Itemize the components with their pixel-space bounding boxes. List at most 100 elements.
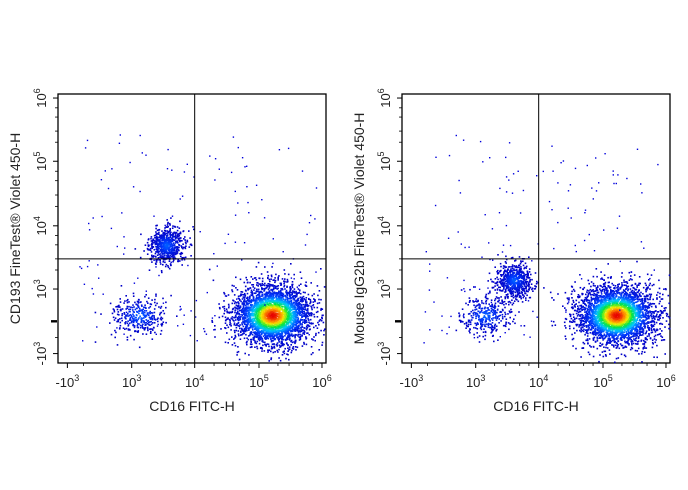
left-event-dot xyxy=(272,295,275,298)
left-event-dot xyxy=(183,238,185,240)
left-event-dot xyxy=(291,347,294,349)
left-event-dot xyxy=(270,304,272,307)
left-event-dot xyxy=(183,258,186,261)
left-event-dot xyxy=(175,246,177,248)
left-event-dot xyxy=(263,314,265,316)
left-event-dot xyxy=(164,230,167,232)
left-event-dot xyxy=(309,314,311,317)
left-event-dot xyxy=(111,168,113,170)
left-event-dot xyxy=(293,299,296,301)
left-event-dot xyxy=(251,304,254,306)
right-event-dot xyxy=(523,283,525,286)
left-event-dot xyxy=(231,302,234,305)
left-event-dot xyxy=(155,295,157,297)
right-event-dot xyxy=(512,269,514,272)
left-event-dot xyxy=(287,338,289,340)
left-event-dot xyxy=(170,294,172,297)
left-event-dot xyxy=(256,333,258,335)
left-event-dot xyxy=(271,317,273,319)
right-event-dot xyxy=(508,283,511,285)
left-event-dot xyxy=(153,242,155,244)
left-event-dot xyxy=(166,237,169,240)
left-event-dot xyxy=(289,290,291,293)
left-event-dot xyxy=(295,311,297,313)
right-event-dot xyxy=(500,269,502,272)
left-event-dot xyxy=(181,257,184,259)
left-event-dot xyxy=(269,294,271,297)
left-event-dot xyxy=(171,169,173,171)
left-event-dot xyxy=(242,330,244,332)
left-event-dot xyxy=(276,336,278,338)
left-event-dot xyxy=(272,351,275,354)
left-event-dot xyxy=(162,232,165,235)
left-event-dot xyxy=(149,247,152,250)
left-event-dot xyxy=(163,240,166,242)
left-event-dot xyxy=(266,321,269,324)
left-event-dot xyxy=(249,304,252,307)
left-event-dot xyxy=(303,298,306,301)
left-event-dot xyxy=(128,314,131,317)
left-event-dot xyxy=(261,287,263,290)
right-event-dot xyxy=(525,282,528,284)
left-event-dot xyxy=(273,319,275,322)
left-event-dot xyxy=(165,321,167,324)
left-event-dot xyxy=(317,321,319,324)
left-event-dot xyxy=(252,319,255,321)
left-event-dot xyxy=(281,294,283,297)
left-event-dot xyxy=(262,344,264,347)
left-event-dot xyxy=(287,347,289,349)
left-event-dot xyxy=(275,308,277,311)
left-event-dot xyxy=(185,242,187,245)
left-event-dot xyxy=(294,346,297,348)
left-event-dot xyxy=(306,321,308,324)
left-event-dot xyxy=(261,339,264,342)
left-event-dot xyxy=(237,330,240,332)
left-event-dot xyxy=(278,339,280,342)
left-event-dot xyxy=(288,358,290,361)
left-event-dot xyxy=(295,302,298,305)
left-event-dot xyxy=(153,311,156,314)
left-event-dot xyxy=(259,311,262,314)
left-event-dot xyxy=(261,316,263,318)
left-event-dot xyxy=(299,321,301,324)
right-event-dot xyxy=(522,281,525,283)
left-event-dot xyxy=(322,314,324,317)
left-event-dot xyxy=(253,325,256,328)
left-event-dot xyxy=(296,327,298,329)
left-event-dot xyxy=(254,332,256,335)
left-event-dot xyxy=(167,265,169,267)
left-event-dot xyxy=(268,319,271,322)
left-event-dot xyxy=(273,287,275,289)
left-event-dot xyxy=(272,285,275,287)
left-event-dot xyxy=(249,321,251,324)
left-event-dot xyxy=(318,320,321,322)
right-event-dot xyxy=(517,287,519,289)
left-event-dot xyxy=(301,326,303,328)
left-event-dot xyxy=(170,251,172,253)
left-event-dot xyxy=(271,315,274,318)
left-event-dot xyxy=(147,319,150,322)
left-event-dot xyxy=(247,304,249,306)
left-event-dot xyxy=(148,249,150,251)
left-event-dot xyxy=(137,277,139,279)
left-event-dot xyxy=(139,315,141,318)
left-event-dot xyxy=(306,303,309,306)
left-event-dot xyxy=(281,278,284,280)
right-event-dot xyxy=(514,259,517,262)
left-event-dot xyxy=(270,302,272,305)
right-event-dot xyxy=(504,261,507,263)
left-event-dot xyxy=(171,237,173,240)
left-event-dot xyxy=(239,327,241,330)
left-event-dot xyxy=(151,312,154,314)
right-event-dot xyxy=(509,287,512,289)
left-event-dot xyxy=(195,299,198,302)
left-event-dot xyxy=(305,302,307,304)
left-event-dot xyxy=(156,233,159,235)
left-event-dot xyxy=(162,244,164,247)
left-event-dot xyxy=(130,314,133,317)
left-event-dot xyxy=(290,263,292,265)
left-event-dot xyxy=(280,330,283,332)
left-event-dot xyxy=(119,324,122,327)
left-event-dot xyxy=(237,315,240,318)
left-event-dot xyxy=(285,322,288,324)
